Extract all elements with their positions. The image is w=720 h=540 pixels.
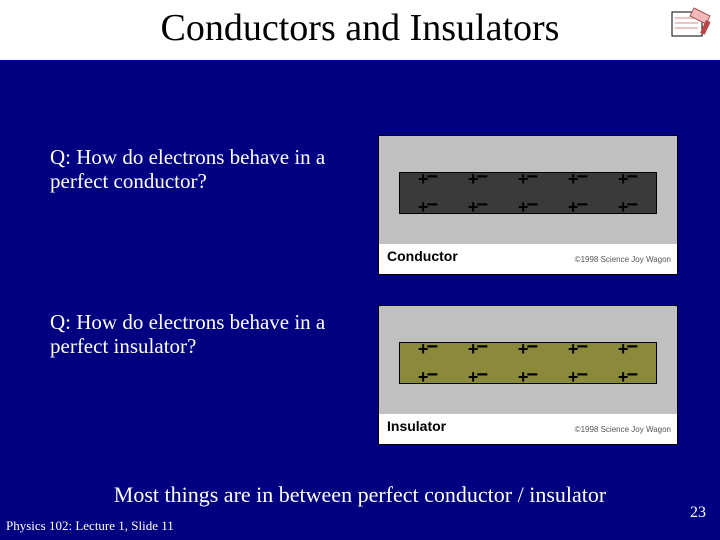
summary-text: Most things are in between perfect condu… [0,482,720,508]
insulator-charges: +− +− +− +− +− +− +− +− +− +− [403,338,653,388]
diagram-conductor: +− +− +− +− +− +− +− +− +− +− Conductor … [378,135,678,275]
slide-title: Conductors and Insulators [0,0,720,60]
question-conductor: Q: How do electrons behave in a perfect … [50,145,360,193]
page-number: 23 [690,504,706,522]
conductor-label: Conductor [387,248,458,264]
notepad-icon [670,6,712,40]
footer-text: Physics 102: Lecture 1, Slide 11 [6,518,174,534]
conductor-charges: +− +− +− +− +− +− +− +− +− +− [403,168,653,218]
insulator-label: Insulator [387,418,446,434]
diagram-insulator: +− +− +− +− +− +− +− +− +− +− Insulator … [378,305,678,445]
conductor-copyright: ©1998 Science Joy Wagon [575,255,671,264]
question-insulator: Q: How do electrons behave in a perfect … [50,310,360,358]
insulator-copyright: ©1998 Science Joy Wagon [575,425,671,434]
